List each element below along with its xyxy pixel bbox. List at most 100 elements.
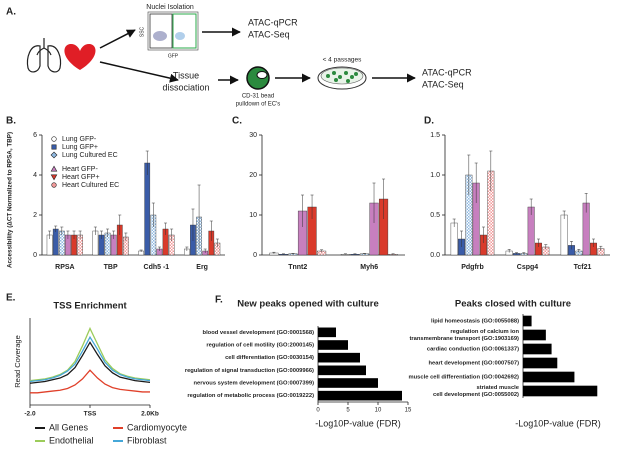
error-bar: [209, 220, 213, 241]
error-bar: [584, 193, 588, 213]
error-bar: [157, 246, 161, 251]
bar: [144, 162, 151, 256]
y-tick-label: transmembrane transport (GO:1903169): [409, 336, 519, 342]
error-bar: [592, 238, 595, 247]
bar: [318, 378, 378, 388]
x-tick-label: 0: [316, 408, 320, 414]
error-bar: [544, 244, 548, 250]
bead-icon: [246, 66, 270, 90]
y-tick-label: 1.0: [430, 172, 440, 179]
output-label: ATAC-Seq: [248, 29, 290, 39]
axis-label: SSC: [139, 26, 145, 37]
error-bar: [474, 162, 478, 203]
error-bar: [522, 252, 526, 255]
error-bar: [164, 222, 168, 235]
heart-icon: [64, 44, 96, 70]
error-bar: [66, 230, 70, 239]
y-tick-label: 30: [249, 132, 257, 139]
legend-label: Lung Cultured EC: [62, 152, 118, 159]
error-bar: [320, 249, 324, 253]
x-axis-label: -Log10P-value (FDR): [315, 418, 401, 428]
y-tick-label: nervous system development (GO:0007399): [194, 381, 315, 387]
x-tick-label: 10: [375, 408, 382, 414]
error-bar: [145, 150, 149, 175]
y-tick-label: regulation of calcium ion: [450, 329, 519, 335]
error-bar: [124, 232, 128, 241]
bar: [318, 327, 336, 338]
y-tick-label: 0.5: [430, 212, 440, 219]
x-tick-label: TBP: [104, 264, 118, 271]
chart-title: TSS Enrichment: [53, 301, 127, 312]
error-bar: [191, 208, 195, 241]
error-bar: [139, 249, 143, 252]
error-bar: [599, 245, 603, 251]
y-tick-label: cell differentiation (GO:0030154): [225, 355, 314, 361]
legend-marker: [50, 165, 58, 172]
bar: [318, 390, 402, 401]
panel-letter: D.: [424, 116, 434, 127]
chart-title: Peaks closed with culture: [455, 299, 571, 310]
bar: [318, 352, 360, 363]
step-label: < 4 passages: [323, 57, 363, 64]
x-tick-label: 15: [405, 408, 412, 414]
error-bar: [537, 238, 540, 247]
y-tick-label: lipid homeostasis (GO:0055088): [431, 319, 519, 325]
y-tick-label: cardiac conduction (GO:0061337): [427, 347, 519, 353]
bar: [52, 228, 59, 256]
error-bar: [515, 252, 518, 255]
error-bar: [170, 228, 174, 241]
legend-label: Lung GFP-: [62, 136, 97, 143]
bar: [523, 385, 598, 397]
panel-letter: A.: [6, 7, 16, 18]
x-tick-label: Tcf21: [574, 264, 592, 271]
error-bar: [460, 230, 463, 247]
y-tick-label: cell development (GO:0055002): [433, 392, 519, 398]
step-label: CD-31 bead: [242, 94, 274, 100]
x-tick-label: 2.0Kb: [141, 411, 159, 418]
legend-marker: [51, 182, 57, 188]
y-tick-label: regulation of metabolic process (GO:0019…: [187, 393, 314, 399]
axis-label: GFP: [168, 53, 179, 59]
x-tick-label: Myh6: [360, 264, 378, 271]
x-tick-label: 5: [346, 408, 350, 414]
lungs-icon: [26, 38, 62, 73]
y-tick-label: regulation of cell motility (GO:2000145): [206, 343, 314, 349]
y-tick-label: 0: [33, 252, 37, 259]
step-label: Tissue: [173, 70, 199, 80]
output-label: ATAC-qPCR: [248, 17, 298, 27]
y-tick-label: 6: [33, 132, 37, 139]
error-bar: [391, 253, 395, 255]
x-axis-label: -Log10P-value (FDR): [515, 418, 601, 428]
error-bar: [452, 218, 456, 227]
line-series: [30, 369, 150, 394]
x-tick-label: TSS: [84, 411, 97, 418]
error-bar: [215, 238, 219, 247]
error-bar: [197, 184, 201, 249]
error-bar: [48, 230, 52, 239]
arrow: [99, 61, 179, 83]
error-bar: [99, 230, 103, 239]
panel-letter: C.: [232, 116, 242, 127]
y-tick-label: 2: [33, 212, 37, 219]
error-bar: [281, 253, 285, 255]
step-label: Nuclei Isolation: [146, 4, 194, 11]
output-label: ATAC-qPCR: [422, 67, 472, 77]
y-tick-label: 20: [249, 172, 257, 179]
panel-letter: F.: [215, 295, 223, 306]
dish-icon: [317, 66, 367, 90]
error-bar: [482, 226, 485, 243]
y-tick-label: striated muscle: [476, 385, 519, 391]
bar: [450, 222, 458, 256]
x-tick-label: Cdh5 -1: [144, 264, 170, 271]
error-bar: [93, 226, 97, 235]
error-bar: [78, 230, 82, 239]
error-bar: [467, 154, 471, 195]
flow-plot: [147, 11, 199, 51]
legend-label: Heart GFP-: [62, 166, 98, 173]
y-tick-label: 4: [33, 172, 37, 179]
legend-label: Heart Cultured EC: [62, 182, 119, 189]
y-tick-label: regulation of signal transduction (GO:00…: [185, 368, 314, 374]
line-series: [29, 335, 151, 383]
legend-label: Lung GFP+: [62, 144, 98, 151]
